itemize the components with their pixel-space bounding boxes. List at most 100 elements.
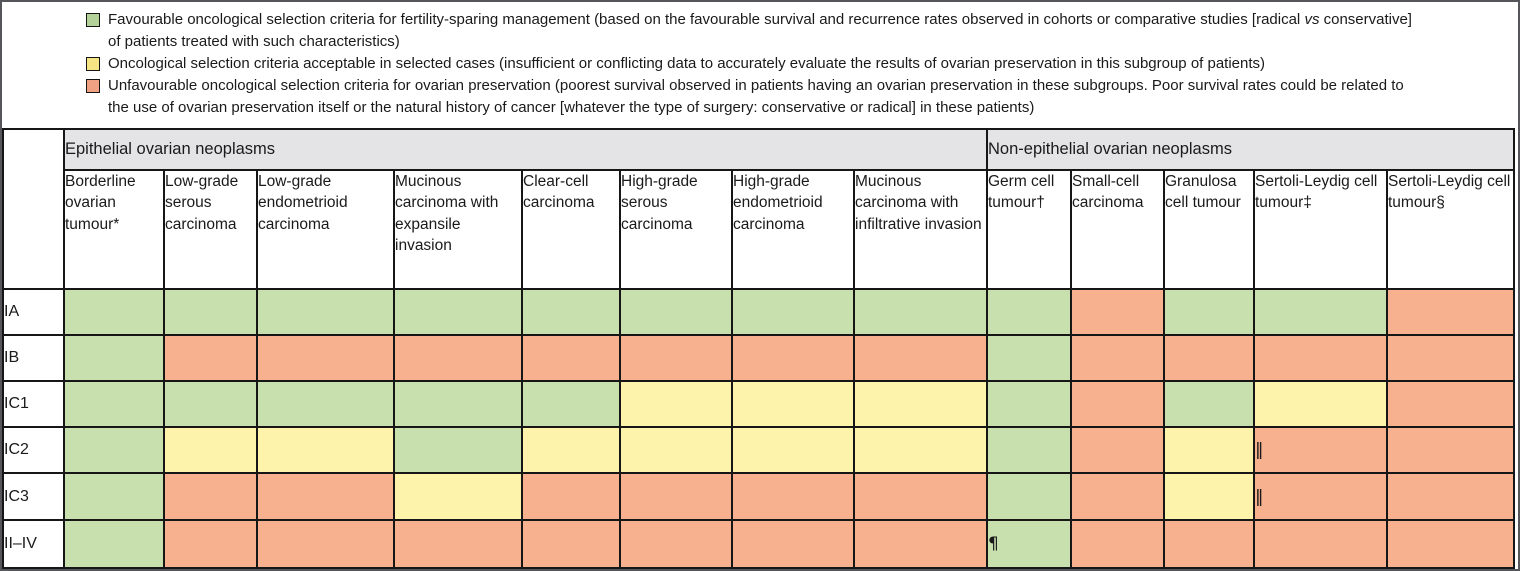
matrix-cell: [1163, 334, 1255, 382]
matrix-cell: [1386, 519, 1515, 569]
matrix-cell: [731, 334, 855, 382]
matrix-cell: [521, 519, 621, 569]
column-header: Low-grade serous carcinoma: [163, 169, 258, 290]
matrix-cell: [986, 288, 1072, 336]
row-label: IC3: [2, 472, 65, 521]
matrix-cell: [619, 426, 733, 474]
matrix-cell: [63, 334, 165, 382]
matrix-cell: [63, 426, 165, 474]
matrix-cell: [986, 380, 1072, 428]
legend-favourable-line2: of patients treated with such characteri…: [108, 33, 400, 50]
matrix-cell: [619, 380, 733, 428]
matrix-cell: [853, 380, 988, 428]
table-row: IA: [2, 288, 1515, 336]
table-row: IC3 ‖: [2, 472, 1515, 521]
matrix-cell: [163, 380, 258, 428]
legend-unfavourable-line1: Unfavourable oncological selection crite…: [108, 77, 1404, 94]
matrix-cell: [1386, 426, 1515, 474]
table-row: IB: [2, 334, 1515, 382]
cell-symbol: ‖: [1255, 440, 1264, 460]
column-header: Germ cell tumour†: [986, 169, 1072, 290]
matrix-cell: [1163, 288, 1255, 336]
matrix-cell: [1253, 334, 1388, 382]
table-row: IC2 ‖: [2, 426, 1515, 474]
acceptable-swatch-icon: [86, 57, 100, 71]
matrix-cell: [163, 288, 258, 336]
matrix-cell: [1163, 519, 1255, 569]
column-header: Granulosa cell tumour: [1163, 169, 1255, 290]
column-header: Sertoli-Leydig cell tumour‡: [1253, 169, 1388, 290]
cell-symbol: ‖: [1255, 486, 1264, 507]
legend-text-unfavourable: Unfavourable oncological selection crite…: [108, 75, 1404, 119]
matrix-table-head: Epithelial ovarian neoplasms Non-epitheli…: [2, 128, 1515, 290]
matrix-cell: [853, 472, 988, 521]
column-header: High-grade endometrioid carcinoma: [731, 169, 855, 290]
row-label: IC2: [2, 426, 65, 474]
matrix-cell: [619, 288, 733, 336]
matrix-cell: [256, 334, 395, 382]
matrix-cell: [1070, 380, 1165, 428]
legend-item-acceptable: Oncological selection criteria acceptabl…: [86, 53, 1510, 75]
corner-spacer: [2, 128, 65, 290]
legend-text-favourable: Favourable oncological selection criteri…: [108, 9, 1412, 53]
matrix-cell: [521, 380, 621, 428]
matrix-cell: [1386, 380, 1515, 428]
matrix-cell: [163, 334, 258, 382]
matrix-cell: [1070, 334, 1165, 382]
row-label: IB: [2, 334, 65, 382]
matrix-cell: [1253, 288, 1388, 336]
table-row: II–IV ¶: [2, 519, 1515, 569]
column-header: Low-grade endometrioid carcinoma: [256, 169, 395, 290]
matrix-cell: [393, 334, 523, 382]
group-header: Epithelial ovarian neoplasms: [63, 128, 988, 171]
matrix-cell: [1253, 380, 1388, 428]
column-header: Mucinous carcinoma with infiltrative inv…: [853, 169, 988, 290]
legend: Favourable oncological selection criteri…: [86, 9, 1510, 119]
matrix-cell: [731, 426, 855, 474]
matrix-cell: [731, 380, 855, 428]
legend-favourable-line1-pre: Favourable oncological selection criteri…: [108, 11, 1305, 28]
legend-item-favourable: Favourable oncological selection criteri…: [86, 9, 1510, 53]
matrix-cell: [731, 519, 855, 569]
matrix-cell: [63, 519, 165, 569]
matrix-cell: [986, 472, 1072, 521]
matrix-cell: [256, 288, 395, 336]
table-row: IC1: [2, 380, 1515, 428]
matrix-cell: [1070, 472, 1165, 521]
matrix-cell: [1163, 472, 1255, 521]
matrix-cell: [393, 380, 523, 428]
matrix-cell: [393, 472, 523, 521]
matrix-cell: [256, 519, 395, 569]
matrix-cell: [1163, 426, 1255, 474]
legend-item-unfavourable: Unfavourable oncological selection crite…: [86, 75, 1510, 119]
matrix-cell: [1163, 380, 1255, 428]
matrix-cell: [393, 288, 523, 336]
matrix-cell: [731, 288, 855, 336]
matrix-cell: [853, 426, 988, 474]
legend-acceptable-line1: Oncological selection criteria acceptabl…: [108, 55, 1266, 72]
matrix-cell: [1386, 472, 1515, 521]
matrix-cell: [393, 519, 523, 569]
legend-favourable-line1-post: conservative]: [1319, 11, 1412, 28]
matrix-cell: [1386, 288, 1515, 336]
row-label: IC1: [2, 380, 65, 428]
matrix-cell: [853, 288, 988, 336]
matrix-cell: [256, 426, 395, 474]
matrix-cell: [393, 426, 523, 474]
matrix-cell: [853, 334, 988, 382]
legend-text-acceptable: Oncological selection criteria acceptabl…: [108, 53, 1265, 75]
matrix-cell: [1386, 334, 1515, 382]
matrix-table: Epithelial ovarian neoplasms Non-epitheli…: [2, 128, 1515, 569]
matrix-cell: [731, 472, 855, 521]
matrix-cell: ‖: [1253, 426, 1388, 474]
matrix-cell: [521, 288, 621, 336]
favourable-swatch-icon: [86, 13, 100, 27]
legend-unfavourable-line2: the use of ovarian preservation itself o…: [108, 99, 1035, 116]
matrix-cell: [986, 334, 1072, 382]
row-label: IA: [2, 288, 65, 336]
matrix-cell: [63, 472, 165, 521]
matrix-table-body: IA IB IC1 IC2 ‖ IC3 ‖ II–IV ¶: [2, 288, 1515, 569]
column-header: Small-cell carcinoma: [1070, 169, 1165, 290]
matrix-cell: [63, 380, 165, 428]
